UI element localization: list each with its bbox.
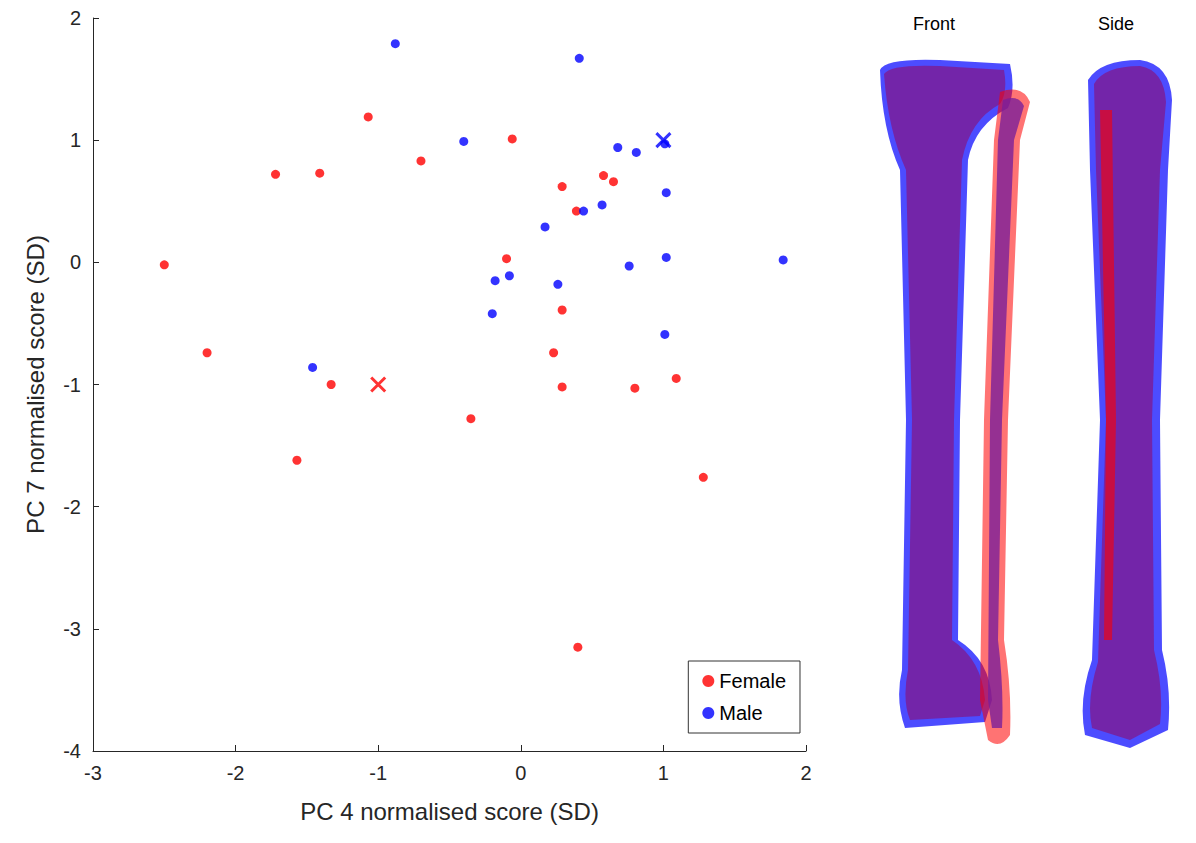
svg-text:1: 1 (70, 129, 81, 151)
svg-text:-2: -2 (63, 496, 81, 518)
svg-text:PC 4 normalised score (SD): PC 4 normalised score (SD) (300, 798, 599, 825)
svg-text:2: 2 (70, 7, 81, 29)
svg-text:-3: -3 (63, 618, 81, 640)
svg-text:-3: -3 (84, 762, 102, 784)
svg-text:Side: Side (1098, 14, 1134, 34)
svg-text:2: 2 (800, 762, 811, 784)
svg-text:-1: -1 (63, 374, 81, 396)
svg-text:-2: -2 (227, 762, 245, 784)
svg-text:0: 0 (515, 762, 526, 784)
svg-text:PC 7 normalised score (SD): PC 7 normalised score (SD) (22, 235, 49, 534)
svg-text:0: 0 (70, 251, 81, 273)
svg-text:Female: Female (719, 670, 786, 692)
svg-text:-4: -4 (63, 740, 81, 762)
svg-text:1: 1 (658, 762, 669, 784)
svg-text:Male: Male (719, 702, 762, 724)
svg-text:-1: -1 (369, 762, 387, 784)
svg-text:Front: Front (913, 14, 955, 34)
